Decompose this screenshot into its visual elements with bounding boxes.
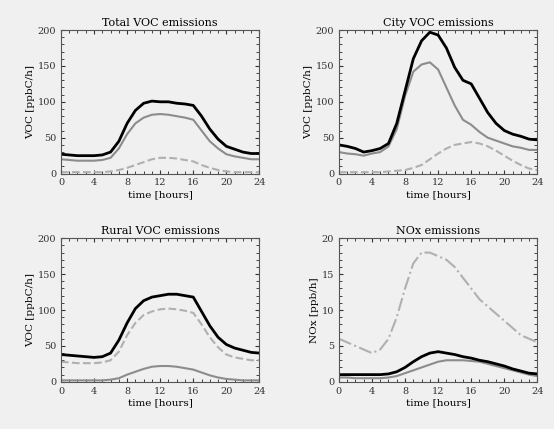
Title: Total VOC emissions: Total VOC emissions — [102, 18, 218, 28]
Y-axis label: VOC [ppbC/h]: VOC [ppbC/h] — [26, 273, 35, 347]
Y-axis label: VOC [ppbC/h]: VOC [ppbC/h] — [304, 65, 312, 139]
X-axis label: time [hours]: time [hours] — [128, 190, 193, 199]
Y-axis label: NOx [ppb/h]: NOx [ppb/h] — [310, 277, 319, 343]
Title: Rural VOC emissions: Rural VOC emissions — [101, 226, 219, 236]
X-axis label: time [hours]: time [hours] — [406, 190, 470, 199]
Title: City VOC emissions: City VOC emissions — [383, 18, 494, 28]
Title: NOx emissions: NOx emissions — [396, 226, 480, 236]
X-axis label: time [hours]: time [hours] — [406, 399, 470, 408]
Y-axis label: VOC [ppbC/h]: VOC [ppbC/h] — [26, 65, 35, 139]
X-axis label: time [hours]: time [hours] — [128, 399, 193, 408]
